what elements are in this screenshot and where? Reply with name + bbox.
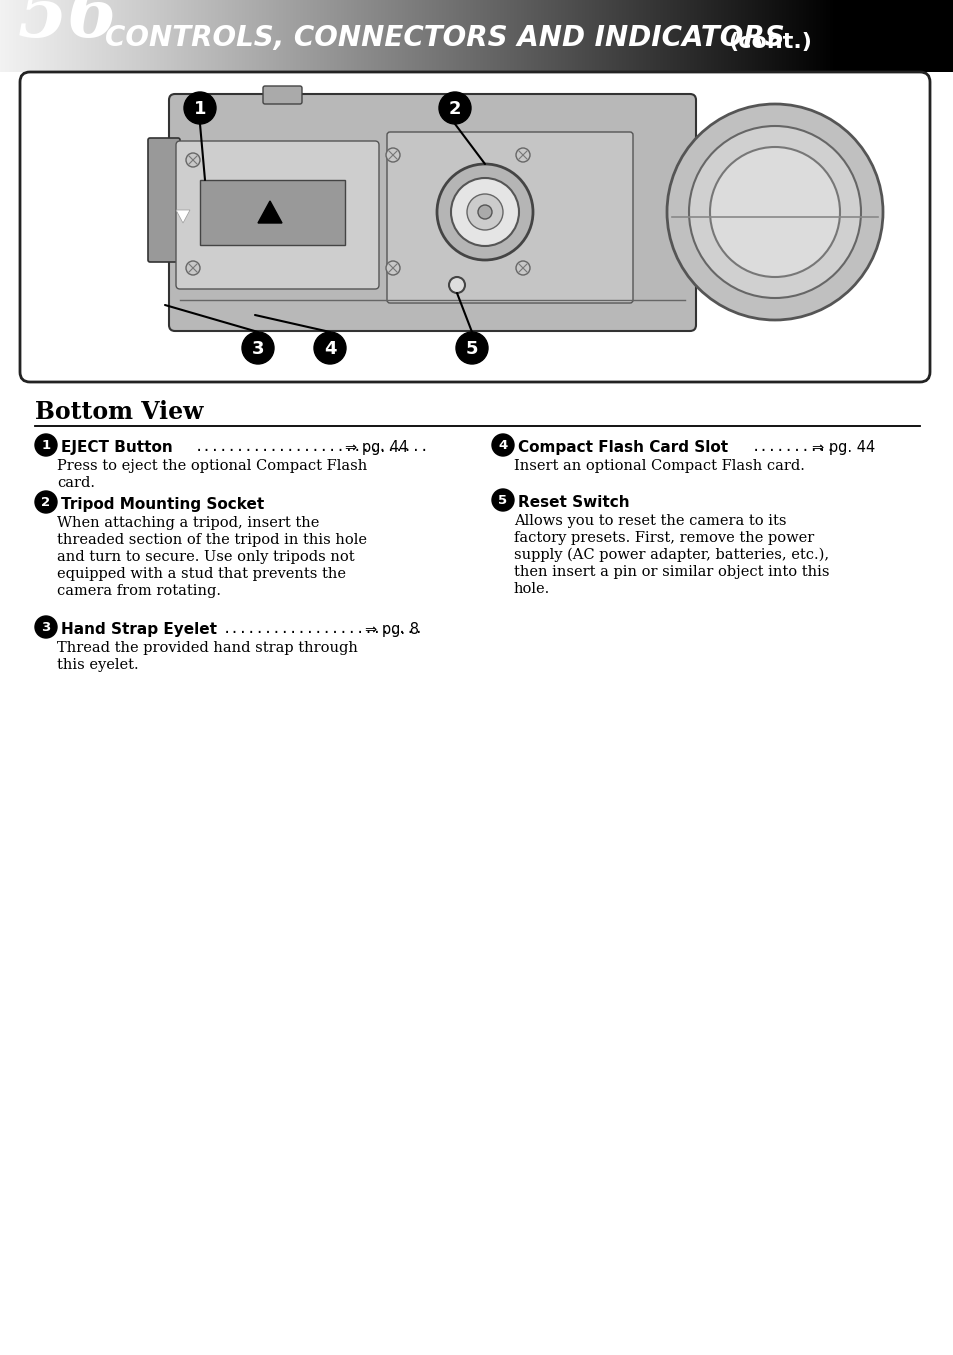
Text: ⇒ pg. 44: ⇒ pg. 44 [811, 440, 874, 455]
Circle shape [438, 92, 471, 125]
Text: Press to eject the optional Compact Flash: Press to eject the optional Compact Flas… [57, 459, 367, 473]
Text: Tripod Mounting Socket: Tripod Mounting Socket [61, 497, 264, 512]
Text: camera from rotating.: camera from rotating. [57, 584, 221, 598]
FancyBboxPatch shape [169, 93, 696, 331]
Text: threaded section of the tripod in this hole: threaded section of the tripod in this h… [57, 533, 367, 547]
Text: this eyelet.: this eyelet. [57, 659, 138, 672]
Circle shape [386, 262, 399, 275]
Text: Compact Flash Card Slot: Compact Flash Card Slot [517, 440, 727, 455]
Circle shape [492, 489, 514, 511]
Circle shape [492, 434, 514, 457]
Text: ..........: .......... [751, 440, 835, 454]
Text: 3: 3 [252, 340, 264, 358]
Text: card.: card. [57, 476, 95, 491]
Circle shape [35, 617, 57, 638]
Text: ........................: ........................ [223, 622, 423, 635]
Text: equipped with a stud that prevents the: equipped with a stud that prevents the [57, 566, 346, 581]
Text: 1: 1 [41, 439, 51, 453]
Circle shape [467, 194, 502, 230]
Circle shape [709, 146, 840, 276]
Circle shape [184, 92, 215, 125]
FancyBboxPatch shape [20, 72, 929, 382]
Circle shape [436, 164, 533, 260]
Circle shape [35, 434, 57, 457]
Text: Thread the provided hand strap through: Thread the provided hand strap through [57, 641, 357, 654]
Text: 1: 1 [193, 100, 206, 118]
Circle shape [386, 148, 399, 163]
Circle shape [688, 126, 861, 298]
Circle shape [35, 491, 57, 514]
Circle shape [451, 178, 518, 247]
Circle shape [242, 332, 274, 364]
Text: hole.: hole. [514, 583, 550, 596]
Circle shape [516, 262, 530, 275]
Text: then insert a pin or similar object into this: then insert a pin or similar object into… [514, 565, 828, 579]
Circle shape [186, 262, 200, 275]
FancyBboxPatch shape [148, 138, 180, 262]
Text: and turn to secure. Use only tripods not: and turn to secure. Use only tripods not [57, 550, 355, 564]
Text: 5: 5 [465, 340, 477, 358]
Text: Insert an optional Compact Flash card.: Insert an optional Compact Flash card. [514, 459, 804, 473]
FancyBboxPatch shape [263, 85, 302, 104]
Text: 2: 2 [41, 496, 51, 509]
Circle shape [456, 332, 488, 364]
Text: Hand Strap Eyelet: Hand Strap Eyelet [61, 622, 216, 637]
Text: EJECT Button: EJECT Button [61, 440, 172, 455]
Text: factory presets. First, remove the power: factory presets. First, remove the power [514, 531, 814, 545]
Text: Bottom View: Bottom View [35, 400, 203, 424]
Polygon shape [257, 201, 282, 224]
Text: supply (AC power adapter, batteries, etc.),: supply (AC power adapter, batteries, etc… [514, 547, 828, 562]
Text: 3: 3 [41, 621, 51, 634]
FancyBboxPatch shape [175, 141, 378, 289]
Circle shape [666, 104, 882, 320]
Circle shape [516, 148, 530, 163]
Text: 4: 4 [323, 340, 335, 358]
Text: 56: 56 [18, 0, 118, 51]
Circle shape [186, 153, 200, 167]
Text: 2: 2 [448, 100, 460, 118]
FancyBboxPatch shape [387, 131, 633, 304]
Polygon shape [175, 210, 190, 224]
Text: Reset Switch: Reset Switch [517, 495, 629, 509]
Text: 4: 4 [497, 439, 507, 453]
Text: CONTROLS, CONNECTORS AND INDICATORS: CONTROLS, CONNECTORS AND INDICATORS [105, 24, 784, 51]
Text: When attaching a tripod, insert the: When attaching a tripod, insert the [57, 516, 319, 530]
Text: ⇒ pg. 8: ⇒ pg. 8 [365, 622, 418, 637]
Bar [200, 180, 345, 245]
Text: ............................: ............................ [194, 440, 429, 454]
Circle shape [449, 276, 464, 293]
Text: (cont.): (cont.) [727, 33, 811, 51]
Circle shape [477, 205, 492, 220]
Text: ⇒ pg. 44: ⇒ pg. 44 [345, 440, 408, 455]
Text: Allows you to reset the camera to its: Allows you to reset the camera to its [514, 514, 785, 528]
Text: 5: 5 [497, 495, 507, 507]
Circle shape [314, 332, 346, 364]
